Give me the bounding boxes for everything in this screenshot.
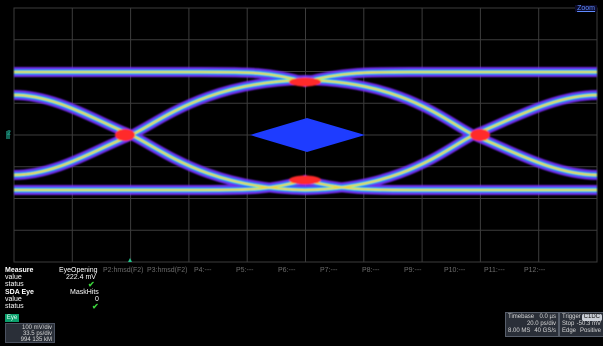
- p1-parameter-name[interactable]: EyeOpening: [59, 267, 98, 274]
- sda-eye-title: SDA Eye: [5, 289, 34, 296]
- trigger-position-marker[interactable]: [128, 258, 132, 262]
- measure-title: Measure: [5, 267, 34, 274]
- measure-status-label: status: [5, 281, 24, 288]
- eye-mask-diamond: [250, 118, 365, 152]
- p12-parameter[interactable]: P12:---: [524, 267, 546, 274]
- timebase-samples: 8.00 MS: [508, 328, 531, 334]
- channel-level-marker[interactable]: [6, 131, 10, 139]
- p2-parameter[interactable]: P2:hmsd(F2): [103, 267, 144, 274]
- p4-parameter[interactable]: P4:---: [194, 267, 212, 274]
- channel-count: 994 135 kM: [20, 337, 52, 343]
- timebase-offset: 0.0 µs: [539, 314, 556, 320]
- trigger-type: Edge: [562, 328, 577, 334]
- timebase-title: Timebase: [508, 314, 535, 320]
- mask-hits-checkmark-icon: ✔: [92, 302, 99, 311]
- trigger-source-badge: C1DC: [581, 314, 602, 321]
- trigger-descriptor[interactable]: Trigger C1DC Stop -50.3 mV Edge Positive: [559, 312, 603, 337]
- p1-parameter-value: 222.4 mV: [66, 274, 96, 281]
- trigger-slope: Positive: [579, 328, 601, 334]
- mask-hits-value: 0: [95, 296, 99, 303]
- p9-parameter[interactable]: P9:---: [404, 267, 422, 274]
- sda-value-label: value: [5, 296, 22, 303]
- channel-horizontal-scale: 33.5 ps/div: [22, 331, 52, 337]
- channel-vertical-scale: 100 mV/div: [21, 325, 52, 331]
- timebase-descriptor[interactable]: Timebase 0.0 µs 20.0 ps/div 8.00 MS 40 G…: [505, 312, 559, 337]
- p10-parameter[interactable]: P10:---: [444, 267, 466, 274]
- timebase-rate: 20.0 ps/div: [526, 321, 556, 327]
- p3-parameter[interactable]: P3:hmsd(F2): [147, 267, 188, 274]
- eye-channel-tag[interactable]: Eye: [5, 314, 19, 322]
- p8-parameter[interactable]: P8:---: [362, 267, 380, 274]
- trigger-level: -50.3 mV: [576, 321, 601, 327]
- p1-status-checkmark-icon: ✔: [88, 280, 95, 289]
- mask-hits-name[interactable]: MaskHits: [70, 289, 99, 296]
- timebase-sample-rate: 40 GS/s: [534, 328, 556, 334]
- sda-status-label: status: [5, 303, 24, 310]
- eye-channel-descriptor[interactable]: 100 mV/div 33.5 ps/div 994 135 kM: [5, 323, 55, 343]
- eye-traces: [13, 67, 598, 196]
- zoom-button[interactable]: Zoom: [575, 5, 597, 12]
- p5-parameter[interactable]: P5:---: [236, 267, 254, 274]
- measure-value-label: value: [5, 274, 22, 281]
- channel-marker-label: 2: [7, 130, 11, 137]
- trigger-title: Trigger: [562, 314, 581, 320]
- p7-parameter[interactable]: P7:---: [320, 267, 338, 274]
- p11-parameter[interactable]: P11:---: [484, 267, 505, 274]
- trigger-mode: Stop: [562, 321, 575, 327]
- p6-parameter[interactable]: P6:---: [278, 267, 296, 274]
